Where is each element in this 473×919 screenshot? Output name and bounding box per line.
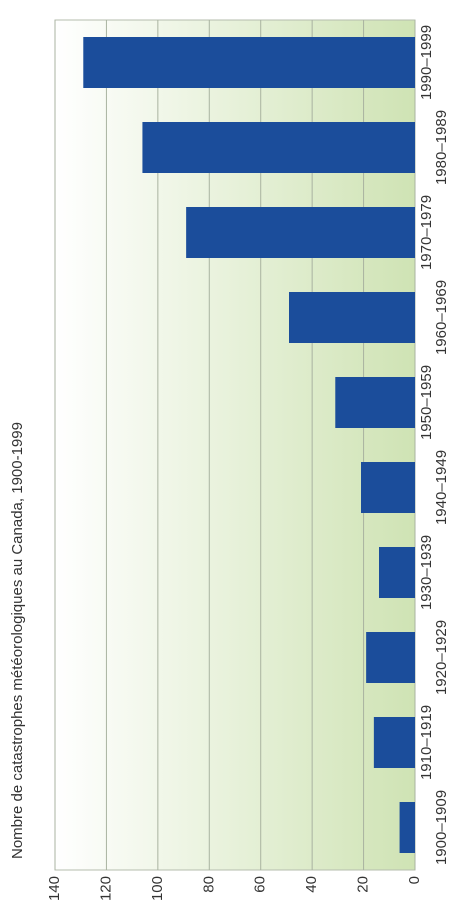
bar <box>289 292 415 343</box>
chart-title: Nombre de catastrophes météorologiques a… <box>9 422 26 859</box>
x-tick-label: 1910–1919 <box>418 705 435 780</box>
x-tick-label: 1900–1909 <box>433 790 450 865</box>
y-tick-label: 60 <box>252 876 269 893</box>
x-tick-label: 1950–1959 <box>418 365 435 440</box>
bar <box>142 122 416 173</box>
bar <box>399 802 416 853</box>
bar <box>335 377 415 428</box>
bar <box>379 547 415 598</box>
bar <box>83 37 416 88</box>
y-tick-label: 0 <box>406 876 423 884</box>
y-tick-label: 40 <box>303 876 320 893</box>
x-tick-label: 1990–1999 <box>418 25 435 100</box>
bar <box>361 462 415 513</box>
x-tick-label: 1930–1939 <box>418 535 435 610</box>
rotated-chart: Nombre de catastrophes météorologiques a… <box>9 19 450 901</box>
x-tick-label: 1920–1929 <box>433 620 450 695</box>
x-tick-label: 1940–1949 <box>433 450 450 525</box>
x-tick-label: 1960–1969 <box>433 280 450 355</box>
y-tick-label: 140 <box>46 876 63 901</box>
y-tick-label: 80 <box>200 876 217 893</box>
y-tick-label: 100 <box>149 876 166 901</box>
bar <box>373 717 416 768</box>
bar <box>186 207 415 258</box>
bar <box>366 632 415 683</box>
y-tick-label: 20 <box>355 876 372 893</box>
y-tick-label: 120 <box>97 876 114 901</box>
x-tick-label: 1980–1989 <box>433 110 450 185</box>
x-tick-label: 1970–1979 <box>418 195 435 270</box>
